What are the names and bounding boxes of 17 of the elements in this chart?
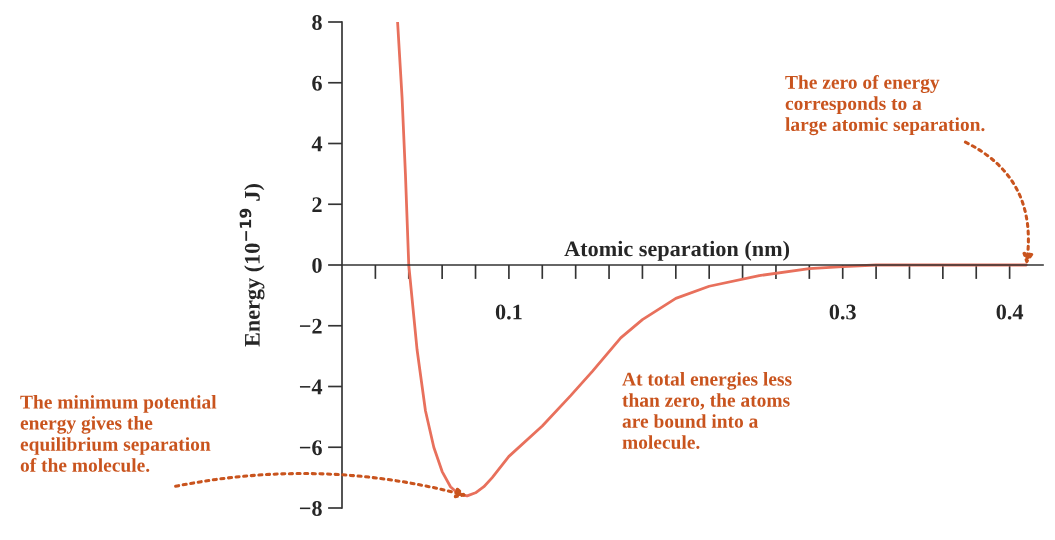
- y-tick-label: 6: [312, 75, 322, 91]
- y-axis-title: Energy (10$^{−19}$ J): [239, 184, 265, 347]
- y-tick-label: −6: [299, 440, 322, 456]
- y-tick-label: 2: [312, 197, 322, 212]
- x-tick-label: 0.1: [495, 304, 522, 320]
- annotation: The zero of energy corresponds to a large atomic separation.: [785, 75, 985, 136]
- y-tick-label: −8: [299, 500, 322, 516]
- x-tick-label: 0.3: [829, 304, 856, 320]
- y-tick-label: 8: [312, 14, 322, 30]
- y-tick-label: −4: [299, 379, 323, 395]
- y-tick-label: 4: [311, 136, 323, 152]
- x-axis-title: Atomic separation (nm): [564, 240, 790, 261]
- annotation: At total energies less than zero, the atoms are bound into a molecule.: [622, 372, 792, 449]
- y-tick-label: 0: [312, 257, 322, 273]
- annotation: The minimum potential energy gives the equilibrium separation of the molecule.: [20, 395, 217, 472]
- x-tick-label: 0.4: [996, 304, 1024, 320]
- y-tick-label: −2: [299, 318, 322, 334]
